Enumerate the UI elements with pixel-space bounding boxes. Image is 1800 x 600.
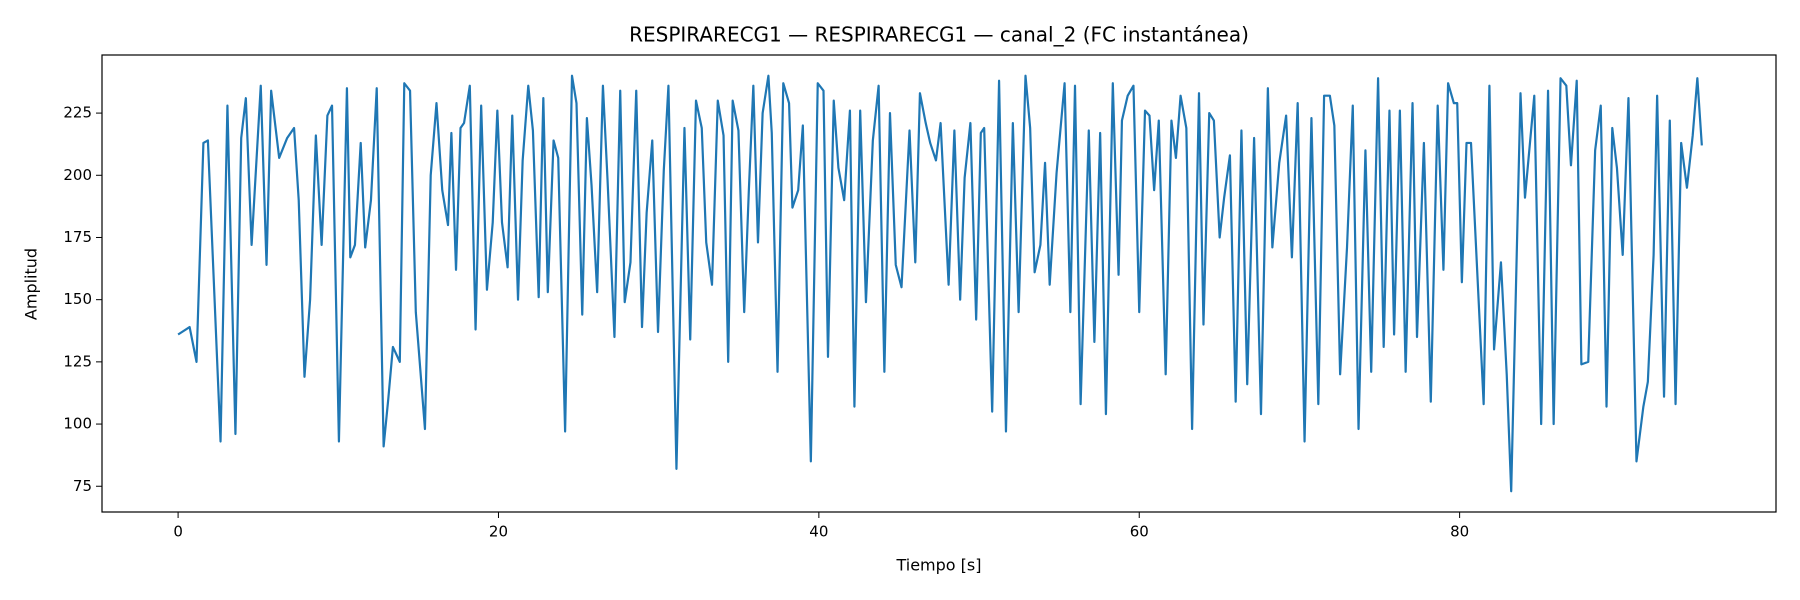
x-tick-label: 80 [1450, 523, 1469, 541]
line-series [177, 74, 1703, 493]
y-tick-label: 175 [63, 228, 92, 246]
x-axis-label: Tiempo [s] [895, 556, 981, 575]
y-axis-label: Amplitud [22, 248, 41, 320]
y-tick-label: 75 [73, 477, 92, 495]
x-tick-label: 60 [1130, 523, 1149, 541]
y-tick-label: 225 [63, 104, 92, 122]
y-tick-label: 200 [63, 166, 92, 184]
x-tick-label: 40 [809, 523, 828, 541]
chart-title: RESPIRARECG1 — RESPIRARECG1 — canal_2 (F… [629, 23, 1249, 47]
y-tick-label: 125 [63, 352, 92, 370]
y-tick-label: 100 [63, 415, 92, 433]
x-tick-label: 0 [173, 523, 183, 541]
y-tick-label: 150 [63, 290, 92, 308]
x-tick-label: 20 [489, 523, 508, 541]
plot-frame [101, 54, 1777, 513]
